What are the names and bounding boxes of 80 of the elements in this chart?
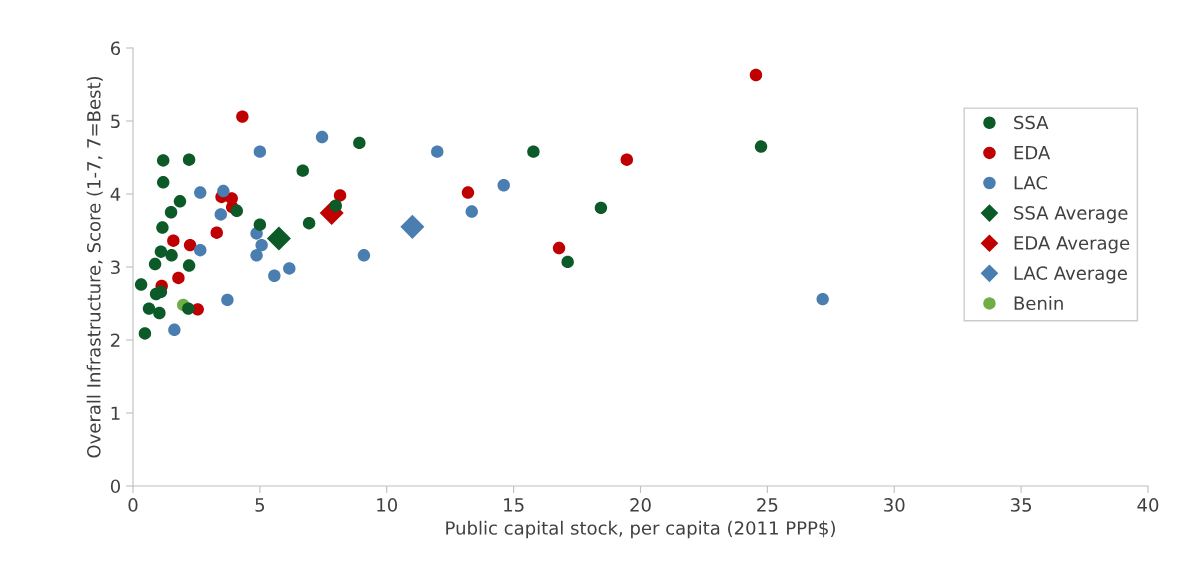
- point: [527, 145, 540, 158]
- point: [182, 302, 195, 315]
- point: [431, 145, 444, 158]
- legend-label: EDA Average: [1014, 236, 1130, 254]
- legend-label: Benin: [1014, 296, 1063, 311]
- x-axis-title: Public capital stock, per capita (2011 PPP$): [446, 520, 835, 539]
- point: [156, 154, 170, 167]
- point: [250, 249, 263, 262]
- y-axis-title: Overall Infrastructure, Score (1-7, 7=Best): [86, 76, 103, 458]
- x-tick-label: 15: [504, 498, 524, 512]
- y-tick-label: 6: [110, 41, 121, 56]
- legend-label: SSA: [1014, 115, 1049, 130]
- point: [172, 271, 185, 285]
- point: [210, 226, 223, 239]
- point: [255, 238, 268, 252]
- point: [754, 140, 768, 153]
- x-tick-label: 0: [128, 498, 138, 512]
- x-tick-label: 40: [1137, 498, 1159, 512]
- point: [329, 199, 342, 212]
- point: [497, 179, 510, 192]
- point: [594, 201, 608, 215]
- point: [214, 208, 228, 221]
- point: [561, 255, 574, 269]
- point: [461, 186, 475, 199]
- point: [302, 216, 316, 230]
- point: [400, 214, 425, 239]
- point: [357, 249, 371, 262]
- point: [221, 293, 234, 307]
- x-tick-label: 30: [884, 498, 905, 512]
- point: [253, 218, 267, 231]
- x-tick-label: 35: [1011, 498, 1032, 512]
- y-tick-label: 4: [110, 187, 121, 201]
- legend-label: EDA: [1014, 146, 1051, 160]
- point: [156, 221, 169, 234]
- point: [154, 245, 168, 258]
- point: [268, 269, 281, 282]
- legend-label: SSA Average: [1014, 206, 1128, 224]
- point: [283, 262, 296, 275]
- y-tick-label: 5: [111, 114, 120, 129]
- point: [156, 176, 170, 189]
- point: [138, 327, 152, 340]
- point: [236, 110, 249, 123]
- point: [164, 206, 178, 219]
- legend-label: LAC: [1014, 175, 1048, 190]
- point: [266, 226, 291, 251]
- point: [148, 257, 162, 271]
- x-tick-label: 20: [630, 498, 651, 512]
- x-tick-label: 5: [255, 498, 265, 512]
- point: [182, 259, 196, 272]
- point: [173, 195, 187, 208]
- point: [194, 244, 207, 257]
- point: [168, 323, 181, 336]
- point: [142, 302, 156, 315]
- point: [315, 130, 329, 144]
- point: [465, 205, 478, 218]
- point: [333, 189, 347, 202]
- y-tick-label: 1: [111, 406, 120, 420]
- x-tick-label: 10: [377, 498, 398, 512]
- point: [620, 153, 634, 166]
- y-tick-label: 3: [111, 260, 120, 275]
- point: [194, 186, 207, 199]
- point: [353, 136, 366, 150]
- y-tick-label: 0: [110, 479, 120, 494]
- point: [816, 292, 829, 306]
- x-tick-label: 25: [757, 498, 778, 512]
- point: [296, 164, 309, 177]
- point: [167, 234, 180, 247]
- point: [153, 306, 166, 320]
- point: [149, 287, 163, 301]
- point: [230, 204, 243, 217]
- point: [134, 278, 148, 291]
- point: [183, 238, 197, 252]
- point: [253, 145, 267, 158]
- y-tick-label: 2: [111, 333, 120, 347]
- point: [165, 249, 178, 262]
- legend-label: LAC Average: [1014, 266, 1127, 284]
- point: [552, 241, 566, 255]
- point: [182, 153, 196, 166]
- point: [749, 68, 763, 82]
- point: [217, 184, 230, 198]
